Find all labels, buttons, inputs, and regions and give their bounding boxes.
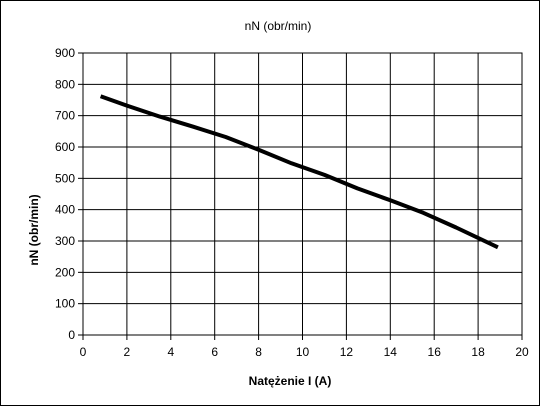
- x-tick-label: 6: [211, 345, 218, 359]
- x-tick-label: 0: [80, 345, 87, 359]
- y-tick-label: 300: [55, 234, 75, 248]
- y-tick-label: 200: [55, 265, 75, 279]
- x-tick-label: 10: [296, 345, 310, 359]
- y-axis-ticks: 0 100 200 300 400 500 600 700 800 900: [55, 46, 75, 342]
- x-tick-label: 20: [515, 345, 529, 359]
- series-group: [99, 94, 499, 250]
- x-tick-label: 18: [471, 345, 485, 359]
- tick-marks: [78, 52, 523, 340]
- y-tick-label: 900: [55, 46, 75, 60]
- x-tick-label: 14: [384, 345, 398, 359]
- x-tick-label: 8: [255, 345, 262, 359]
- y-tick-label: 600: [55, 140, 75, 154]
- x-tick-label: 2: [124, 345, 131, 359]
- y-tick-label: 700: [55, 109, 75, 123]
- x-axis-ticks: 0 2 4 6 8 10 12 14 16 18 20: [80, 345, 529, 359]
- chart-title: nN (obr/min): [245, 19, 312, 33]
- y-tick-label: 0: [68, 328, 75, 342]
- x-axis-label: Natężenie I (A): [249, 374, 332, 388]
- y-tick-label: 500: [55, 171, 75, 185]
- grid: [83, 53, 522, 335]
- x-tick-label: 4: [167, 345, 174, 359]
- y-tick-label: 400: [55, 203, 75, 217]
- y-axis-label: nN (obr/min): [27, 194, 41, 265]
- x-tick-label: 16: [428, 345, 442, 359]
- y-tick-label: 800: [55, 77, 75, 91]
- x-tick-label: 12: [340, 345, 354, 359]
- series-line: [99, 94, 499, 250]
- y-tick-label: 100: [55, 297, 75, 311]
